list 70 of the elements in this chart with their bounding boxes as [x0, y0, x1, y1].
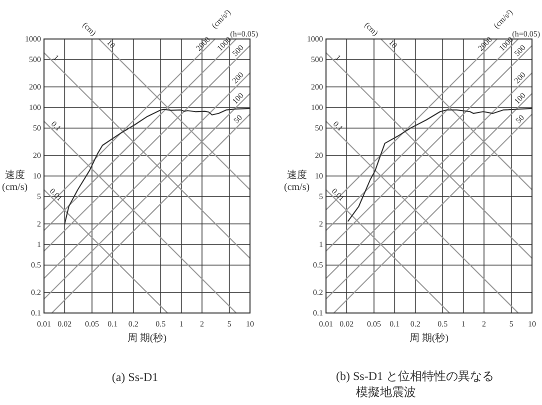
text: (a) Ss-D1 [112, 369, 158, 385]
y-tick-label: 1 [37, 240, 41, 249]
x-tick-label: 0.5 [156, 320, 166, 328]
x-tick-label: 2 [482, 320, 486, 328]
text: 200 [512, 70, 528, 86]
y-tick-label: 0.5 [313, 260, 323, 270]
y-tick-label: 0.5 [31, 260, 41, 270]
x-tick-label: 10 [528, 320, 536, 328]
y-axis-title: 速度 (cm/s) [284, 170, 310, 194]
y-tick-label: 0.2 [313, 288, 323, 297]
x-tick-label: 1 [179, 320, 184, 328]
x-tick-label: 10 [246, 320, 254, 328]
x-tick-label: 0.1 [390, 320, 400, 328]
y-axis-title: 速度 (cm/s) [2, 170, 28, 194]
x-tick-label: 5 [227, 320, 232, 328]
text: 0.1 [49, 119, 63, 133]
text: 100 [512, 91, 528, 106]
x-tick-label: 0.01 [37, 320, 51, 328]
text: 10 [104, 38, 117, 50]
y-tick-label: 0.1 [31, 308, 41, 318]
text: 500 [512, 43, 528, 58]
x-tick-label: 5 [509, 320, 514, 328]
y-tick-label: 2 [37, 219, 41, 228]
text: 0.01 [330, 186, 346, 203]
x-tick-label: 0.05 [366, 320, 381, 328]
text: 500 [230, 43, 246, 58]
x-tick-label: 1 [461, 320, 466, 328]
annotation: (cm) [80, 20, 98, 38]
x-tick-label: 0.5 [438, 320, 448, 328]
y-tick-label: 50 [33, 124, 41, 133]
text: 0.01 [48, 186, 64, 203]
x-tick-label: 0.1 [108, 320, 118, 328]
x-axis-title: 周 期(秒) [126, 333, 168, 345]
y-tick-label: 200 [311, 82, 323, 92]
x-axis-title: 周 期(秒) [408, 333, 450, 345]
y-tick-label: 5 [37, 192, 41, 202]
annotation: (h=0.05) [230, 30, 258, 38]
y-tick-label: 10 [33, 172, 41, 180]
text: 0.1 [331, 119, 345, 133]
y-tick-label: 500 [29, 55, 41, 64]
y-tick-label: 0.2 [31, 288, 41, 297]
y-tick-label: 20 [33, 150, 41, 160]
y-tick-label: 200 [29, 82, 41, 92]
text: 200 [230, 70, 246, 86]
x-tick-label: 2 [200, 320, 204, 328]
annotation: (h=0.05) [512, 30, 540, 38]
text: 50 [514, 113, 526, 126]
x-tick-label: 0.2 [128, 320, 138, 328]
y-tick-label: 1 [319, 240, 323, 249]
x-tick-label: 0.2 [410, 320, 420, 328]
x-tick-label: 0.01 [319, 320, 333, 328]
x-tick-label: 0.02 [58, 320, 72, 328]
x-tick-label: 0.05 [84, 320, 99, 328]
y-tick-label: 0.1 [313, 308, 323, 318]
y-tick-label: 10 [315, 172, 323, 180]
y-tick-label: 500 [311, 55, 323, 64]
text: 50 [232, 113, 244, 126]
y-tick-label: 100 [29, 103, 41, 112]
y-tick-label: 20 [315, 150, 323, 160]
text: (b) Ss-D1 と位相特性の異なる模擬地震波 [336, 368, 495, 400]
y-tick-label: 5 [319, 192, 323, 202]
y-tick-label: 2 [319, 219, 323, 228]
x-tick-label: 0.02 [340, 320, 354, 328]
annotation: (cm) [362, 20, 380, 38]
text: 100 [230, 91, 246, 106]
y-tick-label: 50 [315, 124, 323, 133]
y-tick-label: 1000 [25, 34, 41, 44]
y-tick-label: 1000 [307, 34, 323, 44]
text: 10 [386, 38, 399, 50]
y-tick-label: 100 [311, 103, 323, 112]
